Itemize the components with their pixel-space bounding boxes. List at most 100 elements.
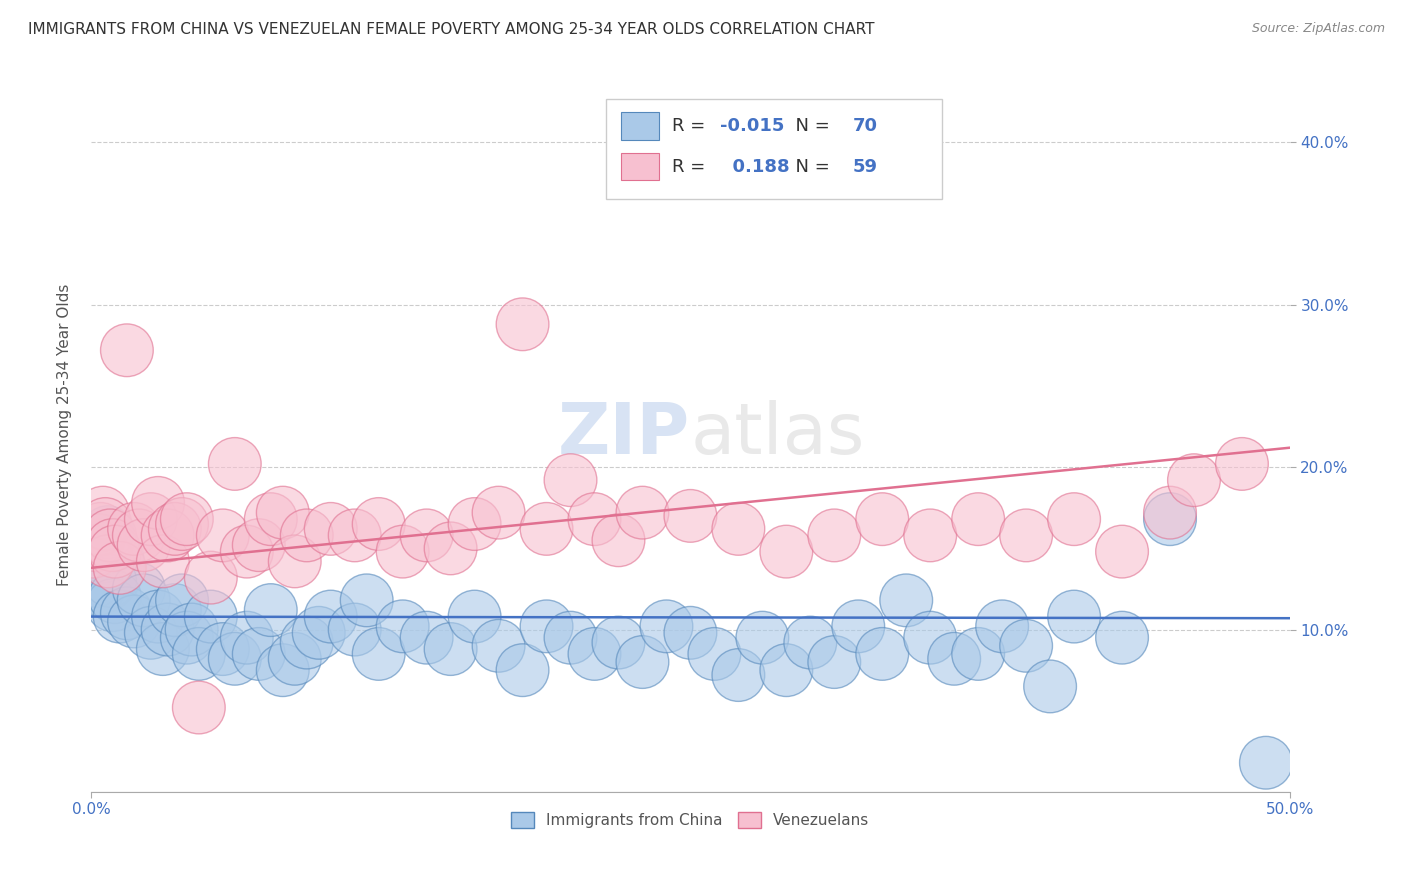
FancyBboxPatch shape <box>606 99 942 199</box>
Point <box>211 528 233 542</box>
Point <box>94 541 117 556</box>
Point <box>655 619 678 633</box>
Point <box>727 522 749 536</box>
Y-axis label: Female Poverty Among 25-34 Year Olds: Female Poverty Among 25-34 Year Olds <box>58 284 72 586</box>
Point <box>512 663 534 677</box>
Point <box>1159 512 1181 526</box>
Point <box>967 512 990 526</box>
Point <box>84 538 107 552</box>
Text: 70: 70 <box>852 117 877 135</box>
Point <box>439 642 461 657</box>
Point <box>356 593 378 607</box>
Point <box>187 647 209 661</box>
Point <box>115 343 138 358</box>
Point <box>464 516 486 531</box>
Point <box>200 571 222 585</box>
Point <box>122 522 145 536</box>
Point <box>367 647 389 661</box>
Point <box>920 631 942 645</box>
Point <box>284 652 307 666</box>
Point <box>991 619 1014 633</box>
Point <box>967 647 990 661</box>
Point <box>823 655 845 669</box>
Point <box>1230 457 1253 471</box>
Point <box>101 598 124 612</box>
Point <box>128 582 150 596</box>
Point <box>823 528 845 542</box>
Point <box>775 544 797 558</box>
Point <box>703 647 725 661</box>
Point <box>260 603 283 617</box>
Point <box>139 625 162 640</box>
Point <box>343 623 366 637</box>
Point <box>439 541 461 556</box>
Point <box>139 512 162 526</box>
Point <box>319 522 342 536</box>
Point <box>751 631 773 645</box>
Point <box>295 635 318 649</box>
Point <box>920 528 942 542</box>
Text: atlas: atlas <box>690 401 865 469</box>
Text: -0.015: -0.015 <box>720 117 785 135</box>
Point <box>98 528 121 542</box>
Point <box>108 561 131 575</box>
Point <box>415 528 437 542</box>
Point <box>1111 631 1133 645</box>
Point <box>1111 544 1133 558</box>
Point <box>101 538 124 552</box>
Point <box>415 631 437 645</box>
Point <box>1159 506 1181 520</box>
Point <box>391 544 413 558</box>
Point <box>224 652 246 666</box>
Point <box>1015 528 1038 542</box>
Point <box>260 512 283 526</box>
Point <box>583 512 606 526</box>
Point <box>367 516 389 531</box>
Point <box>679 508 702 523</box>
Point <box>91 549 114 564</box>
Point <box>94 516 117 531</box>
Point <box>488 639 510 653</box>
Point <box>128 528 150 542</box>
Point <box>152 642 174 657</box>
Point <box>187 700 209 714</box>
Point <box>1063 512 1085 526</box>
Point <box>156 623 179 637</box>
Text: ZIP: ZIP <box>558 401 690 469</box>
Text: R =: R = <box>672 117 711 135</box>
Point <box>97 525 120 540</box>
Point <box>224 457 246 471</box>
Point <box>536 522 558 536</box>
Point <box>1254 756 1277 770</box>
Point <box>170 516 193 531</box>
Point <box>560 631 582 645</box>
Point <box>87 582 110 596</box>
Text: R =: R = <box>672 158 711 176</box>
Point <box>464 609 486 624</box>
Point <box>799 635 821 649</box>
Point <box>163 522 186 536</box>
Text: IMMIGRANTS FROM CHINA VS VENEZUELAN FEMALE POVERTY AMONG 25-34 YEAR OLDS CORRELA: IMMIGRANTS FROM CHINA VS VENEZUELAN FEMA… <box>28 22 875 37</box>
Point <box>896 593 918 607</box>
FancyBboxPatch shape <box>621 153 659 180</box>
Point <box>97 554 120 568</box>
Point <box>870 647 893 661</box>
Point <box>170 593 193 607</box>
Point <box>319 609 342 624</box>
Point <box>132 538 155 552</box>
Point <box>152 554 174 568</box>
Point <box>943 652 966 666</box>
Point <box>560 473 582 487</box>
Point <box>1039 680 1062 694</box>
Point <box>236 544 259 558</box>
Point <box>91 506 114 520</box>
Point <box>156 528 179 542</box>
Point <box>180 623 202 637</box>
Point <box>176 512 198 526</box>
Point <box>343 528 366 542</box>
Point <box>631 506 654 520</box>
Point <box>679 625 702 640</box>
Text: 59: 59 <box>852 158 877 176</box>
Point <box>82 544 104 558</box>
Point <box>607 635 630 649</box>
